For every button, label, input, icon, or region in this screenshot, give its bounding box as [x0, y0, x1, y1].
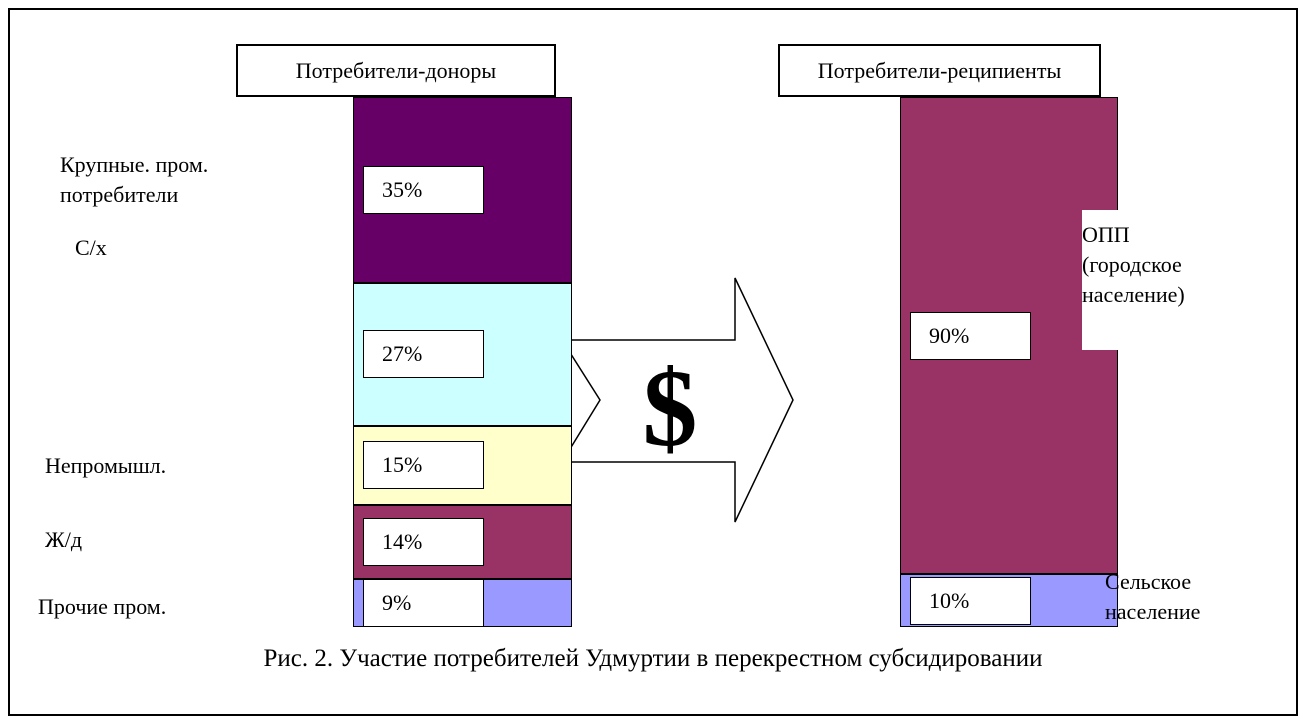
- value-label: 15%: [363, 441, 484, 490]
- bar-title: Потребители-реципиенты: [778, 44, 1101, 97]
- bar-title: Потребители-доноры: [236, 44, 556, 97]
- category-label: Ж/д: [45, 527, 83, 552]
- annotation: $: [642, 347, 698, 469]
- category-label: Сельское население: [1105, 569, 1201, 624]
- frame: [8, 8, 1298, 716]
- caption: Рис. 2. Участие потребителей Удмуртии в …: [263, 645, 1043, 672]
- value-label: 9%: [363, 579, 484, 627]
- value-label: 90%: [910, 311, 1031, 360]
- value-label: 27%: [363, 330, 484, 379]
- value-label: 35%: [363, 165, 484, 214]
- value-label: 10%: [910, 576, 1031, 625]
- category-label: С/х: [75, 235, 107, 260]
- category-label: ОПП (городское население): [1082, 210, 1206, 350]
- category-label: Непромышл.: [45, 453, 167, 478]
- category-label: Крупные. пром. потребители: [60, 152, 209, 207]
- value-label: 14%: [363, 518, 484, 567]
- category-label: Прочие пром.: [38, 594, 167, 619]
- arrow: [560, 277, 794, 523]
